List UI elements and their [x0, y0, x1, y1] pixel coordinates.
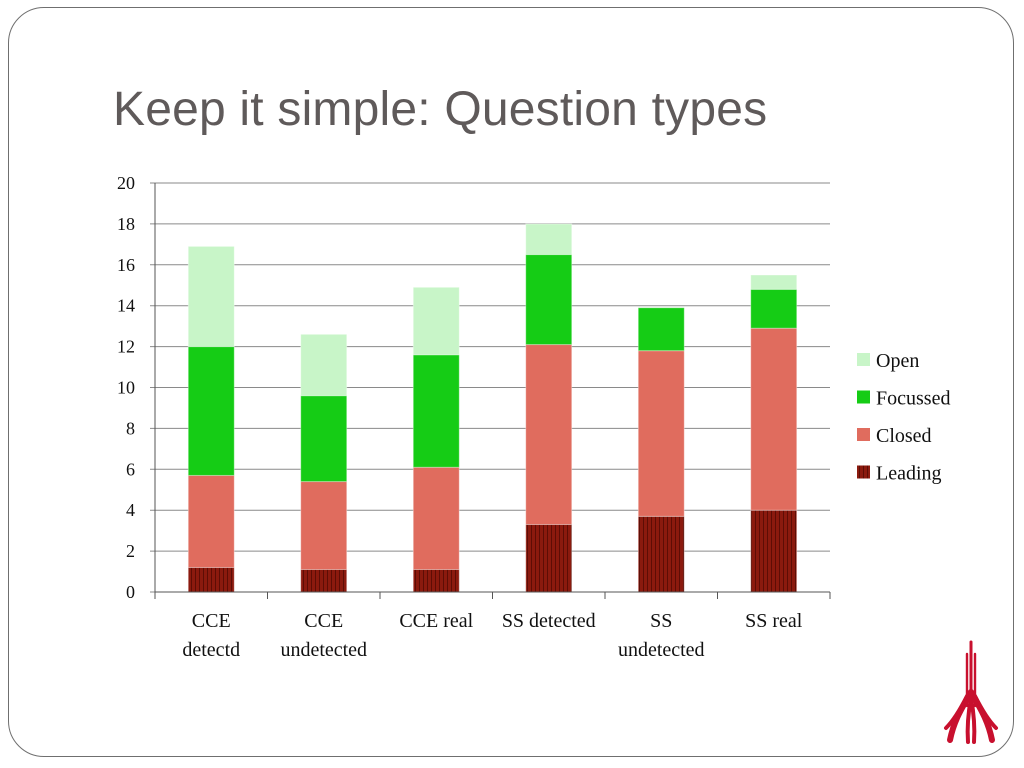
- x-category-label-line: detectd: [182, 639, 240, 661]
- slide-title: Keep it simple: Question types: [113, 83, 768, 136]
- bar-open-3: [525, 223, 573, 256]
- x-category-label-line: SS real: [745, 610, 803, 632]
- y-tick-label: 20: [117, 173, 135, 193]
- x-category-label: CCE undetected: [280, 610, 367, 661]
- x-category-label: SS detected: [502, 610, 596, 632]
- bar-closed-2: [412, 466, 460, 571]
- legend-label-leading: Leading: [876, 463, 942, 485]
- bar-leading-2: [412, 569, 460, 593]
- y-tick-label: 6: [126, 459, 135, 479]
- legend-label-open: Open: [876, 350, 919, 372]
- bar-leading-3: [525, 524, 573, 593]
- x-category-label: SS real: [745, 610, 803, 632]
- x-category-label-line: SS detected: [502, 610, 596, 632]
- x-category-label-line: CCE: [192, 610, 231, 632]
- x-category-label: CCE real: [399, 610, 473, 632]
- x-category-label: SS undetected: [618, 610, 705, 661]
- bar-focussed-3: [525, 254, 573, 346]
- legend-label-closed: Closed: [876, 425, 932, 447]
- y-tick-label: 14: [117, 296, 135, 316]
- bar-focussed-1: [300, 395, 348, 483]
- legend-swatch-focussed: [857, 390, 870, 404]
- legend-swatch-leading: [857, 465, 870, 479]
- bar-closed-0: [187, 474, 235, 568]
- y-tick-label: 2: [126, 541, 135, 561]
- x-category-label: CCE detectd: [182, 610, 240, 661]
- bar-leading-0: [187, 566, 235, 593]
- bar-closed-4: [637, 350, 685, 517]
- bar-leading-5: [750, 509, 798, 593]
- bar-focussed-4: [637, 307, 685, 352]
- chart-bars: [187, 223, 798, 593]
- bar-closed-1: [300, 481, 348, 571]
- chart-legend: Open Focussed Closed Leading: [857, 350, 950, 485]
- x-category-label-line: SS: [650, 610, 672, 632]
- chart-axes: 0 2 4 6 8 10 12 14 16 18 20 CCE detectd CCE undetected…: [117, 173, 831, 661]
- slide-frame: [8, 7, 1014, 757]
- crest-icon: [944, 640, 998, 744]
- y-tick-label: 0: [126, 582, 135, 602]
- legend-label-focussed: Focussed: [876, 388, 950, 410]
- bar-open-5: [750, 274, 798, 290]
- bar-open-1: [300, 333, 348, 397]
- legend-swatch-closed: [857, 428, 870, 441]
- x-category-label-line: CCE: [304, 610, 343, 632]
- bar-closed-5: [750, 327, 798, 511]
- y-tick-label: 10: [117, 378, 135, 398]
- chart-gridlines: [150, 182, 830, 593]
- bar-focussed-2: [412, 354, 460, 468]
- bar-open-2: [412, 286, 460, 356]
- y-tick-label: 12: [117, 337, 135, 357]
- bar-focussed-0: [187, 346, 235, 476]
- legend-swatch-open: [857, 353, 870, 366]
- bar-leading-1: [300, 569, 348, 593]
- bar-open-0: [187, 245, 235, 348]
- bar-focussed-5: [750, 288, 798, 329]
- bar-closed-3: [525, 344, 573, 526]
- y-tick-label: 8: [126, 418, 135, 438]
- y-tick-label: 18: [117, 214, 135, 234]
- x-category-label-line: CCE real: [399, 610, 473, 632]
- bar-leading-4: [637, 515, 685, 593]
- y-tick-label: 16: [117, 255, 135, 275]
- x-category-label-line: undetected: [280, 639, 367, 661]
- y-tick-label: 4: [126, 500, 135, 520]
- x-category-label-line: undetected: [618, 639, 705, 661]
